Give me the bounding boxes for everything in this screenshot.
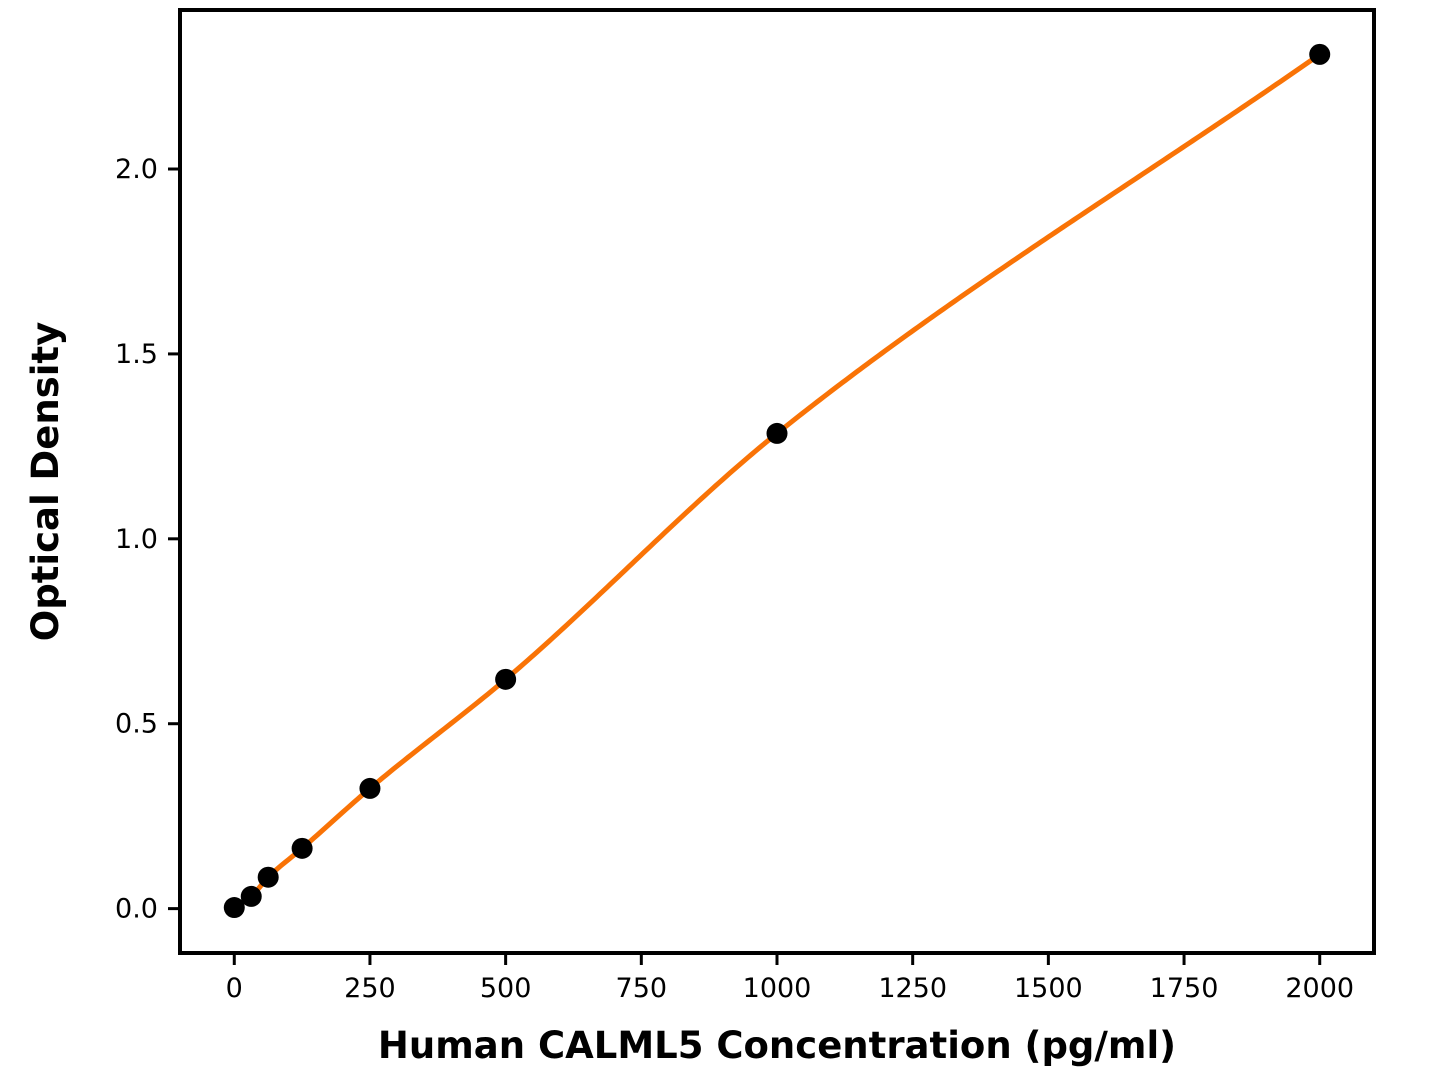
x-axis-label: Human CALML5 Concentration (pg/ml) xyxy=(378,1024,1176,1067)
data-point xyxy=(1309,43,1331,65)
x-tick-label: 500 xyxy=(480,973,532,1004)
data-point xyxy=(495,668,517,690)
x-tick-label: 1500 xyxy=(1014,973,1083,1004)
data-point xyxy=(257,866,279,888)
data-point xyxy=(359,777,381,799)
x-tick-label: 0 xyxy=(226,973,243,1004)
x-tick-label: 750 xyxy=(616,973,668,1004)
x-tick-label: 2000 xyxy=(1285,973,1354,1004)
plot-border xyxy=(178,8,1376,955)
y-tick-label: 0.0 xyxy=(115,894,158,925)
y-tick-label: 1.5 xyxy=(115,339,158,370)
x-tick-label: 1750 xyxy=(1150,973,1219,1004)
fit-line xyxy=(231,51,1323,911)
data-point xyxy=(766,422,788,444)
y-axis-label: Optical Density xyxy=(24,322,67,641)
y-tick-label: 0.5 xyxy=(115,709,158,740)
y-tick-label: 1.0 xyxy=(115,524,158,555)
x-tick-label: 250 xyxy=(344,973,396,1004)
y-tick-label: 2.0 xyxy=(115,154,158,185)
x-tick-label: 1250 xyxy=(878,973,947,1004)
data-point xyxy=(223,897,245,919)
data-point xyxy=(291,837,313,859)
data-point xyxy=(240,885,262,907)
x-tick-label: 1000 xyxy=(743,973,812,1004)
